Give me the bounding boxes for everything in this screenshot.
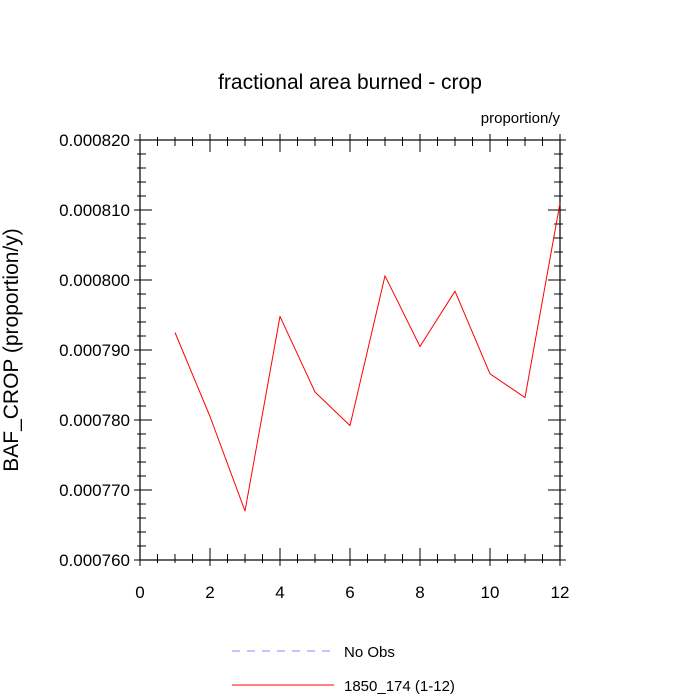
ticks xyxy=(134,134,566,566)
y-tick-label: 0.000790 xyxy=(59,341,130,360)
y-axis-label: BAF_CROP (proportion/y) xyxy=(0,228,23,472)
x-tick-label: 8 xyxy=(415,583,424,602)
series-group xyxy=(174,202,561,512)
x-tick-label: 10 xyxy=(481,583,500,602)
y-tick-label: 0.000810 xyxy=(59,201,130,220)
plot-frame xyxy=(139,139,561,561)
x-tick-label: 6 xyxy=(345,583,354,602)
chart-title: fractional area burned - crop xyxy=(218,71,482,94)
y-tick-label: 0.000770 xyxy=(59,481,130,500)
x-tick-label: 12 xyxy=(551,583,570,602)
tick-labels: 0 2 4 6 8 10 12 0.000760 0.000770 0.000780 0.00079… xyxy=(59,131,569,602)
y-tick-label: 0.000800 xyxy=(59,271,130,290)
legend: No Obs 1850_174 (1-12) xyxy=(232,644,455,695)
y-tick-label: 0.000780 xyxy=(59,411,130,430)
series-line xyxy=(174,202,561,512)
x-tick-label: 4 xyxy=(275,583,284,602)
units-label: proportion/y xyxy=(481,110,561,127)
x-tick-label: 0 xyxy=(135,583,144,602)
y-tick-label: 0.000820 xyxy=(59,131,130,150)
x-tick-label: 2 xyxy=(205,583,214,602)
y-tick-label: 0.000760 xyxy=(59,551,130,570)
legend-label-series: 1850_174 (1-12) xyxy=(344,678,455,695)
legend-label-no-obs: No Obs xyxy=(344,644,395,661)
